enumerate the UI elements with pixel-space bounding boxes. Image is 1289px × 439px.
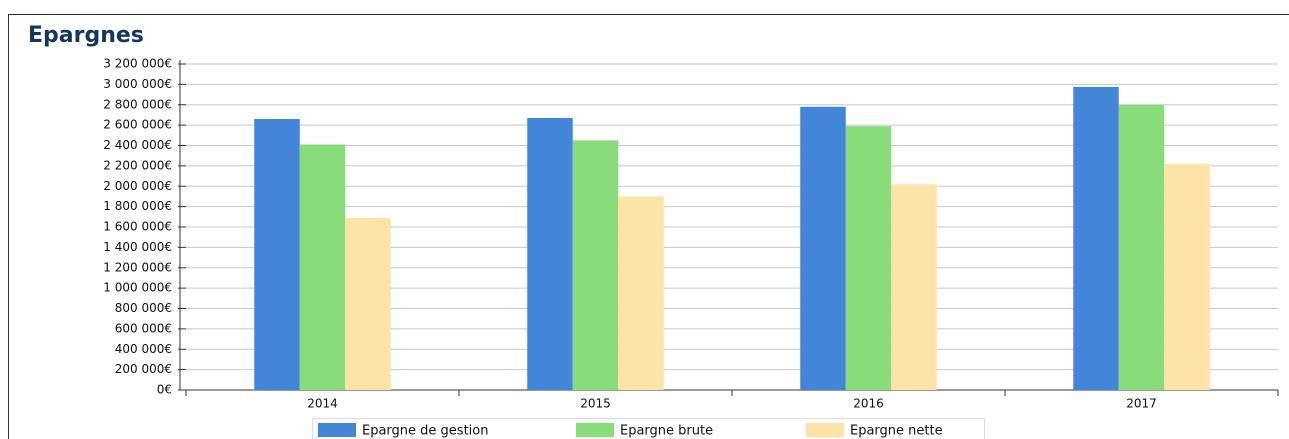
- bar: [1164, 163, 1210, 390]
- y-tick-label: 1 800 000€: [103, 199, 172, 213]
- frame: [8, 14, 1289, 439]
- bar: [800, 106, 846, 390]
- bar: [845, 126, 892, 391]
- legend-swatch: [806, 423, 844, 437]
- y-tick-label: 2 400 000€: [103, 138, 172, 152]
- y-tick-label: 1 400 000€: [103, 240, 172, 254]
- bar: [1118, 104, 1165, 390]
- y-tick-label: 0€: [157, 383, 172, 397]
- x-tick-label: 2016: [853, 397, 884, 411]
- bar: [1073, 86, 1119, 390]
- legend-label: Epargne nette: [850, 424, 943, 439]
- bar: [254, 119, 300, 390]
- y-tick-label: 2 000 000€: [103, 179, 172, 193]
- x-tick-label: 2014: [307, 397, 338, 411]
- y-tick-label: 2 800 000€: [103, 97, 172, 111]
- y-tick-label: 800 000€: [115, 301, 172, 315]
- bar: [618, 196, 664, 390]
- bar: [527, 117, 573, 391]
- bar: [299, 144, 346, 390]
- y-tick-label: 3 200 000€: [103, 57, 172, 71]
- legend-label: Epargne brute: [620, 424, 713, 439]
- bar: [891, 184, 937, 390]
- legend-label: Epargne de gestion: [362, 424, 488, 439]
- y-tick-label: 2 600 000€: [103, 118, 172, 132]
- y-tick-label: 1 000 000€: [103, 281, 172, 295]
- x-tick-label: 2015: [580, 397, 611, 411]
- chart-title: Epargnes: [28, 23, 144, 48]
- bar: [345, 217, 391, 390]
- y-tick-label: 400 000€: [115, 342, 172, 356]
- y-tick-label: 200 000€: [115, 362, 172, 376]
- y-tick-label: 1 200 000€: [103, 260, 172, 274]
- bar: [572, 140, 619, 390]
- y-tick-label: 2 200 000€: [103, 158, 172, 172]
- x-tick-label: 2017: [1126, 397, 1157, 411]
- y-tick-label: 3 000 000€: [103, 77, 172, 91]
- y-tick-label: 600 000€: [115, 321, 172, 335]
- legend-swatch: [576, 423, 614, 437]
- y-tick-label: 1 600 000€: [103, 220, 172, 234]
- legend-swatch: [318, 423, 356, 437]
